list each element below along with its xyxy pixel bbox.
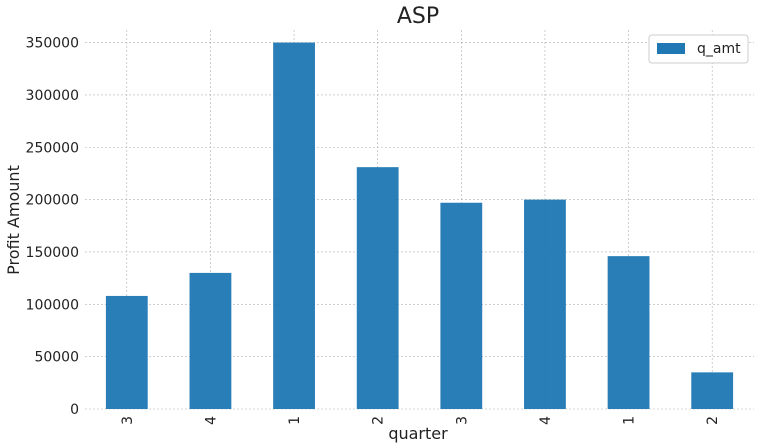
y-tick-label: 250000 <box>26 140 79 156</box>
x-axis-title: quarter <box>388 424 448 443</box>
bar <box>691 372 734 409</box>
x-tick-label: 4 <box>538 416 554 425</box>
bar <box>105 295 148 409</box>
grid <box>85 30 754 410</box>
x-tick-label: 2 <box>705 416 721 425</box>
y-tick-label: 150000 <box>26 245 79 261</box>
legend-swatch <box>657 43 685 54</box>
x-tick-label: 3 <box>120 416 136 425</box>
x-tick-label: 4 <box>203 416 219 425</box>
bar <box>524 199 566 409</box>
bar <box>356 167 399 409</box>
y-tick-label: 300000 <box>26 88 79 104</box>
bars <box>105 42 734 409</box>
y-axis-title: Profit Amount <box>4 165 23 275</box>
legend-box <box>648 34 749 64</box>
legend: q_amt <box>648 34 749 64</box>
x-tick-label: 3 <box>454 416 470 425</box>
chart-title: ASP <box>397 4 439 29</box>
x-tick-label: 1 <box>287 416 303 425</box>
y-tick-label: 350000 <box>26 36 79 52</box>
bar <box>189 272 232 409</box>
x-axis: 3 4 1 2 3 4 1 2 <box>120 416 721 425</box>
y-axis: 0 50000 100000 150000 200000 250000 300000 3500… <box>26 36 79 418</box>
x-tick-label: 2 <box>371 416 387 425</box>
y-tick-label: 100000 <box>26 297 79 313</box>
bar <box>607 256 650 409</box>
x-tick-label: 1 <box>622 416 638 425</box>
y-tick-label: 0 <box>70 402 79 418</box>
bar <box>440 202 483 409</box>
y-tick-label: 50000 <box>34 350 79 366</box>
bar <box>273 42 315 409</box>
y-tick-label: 200000 <box>26 193 79 209</box>
legend-label: q_amt <box>697 41 741 57</box>
